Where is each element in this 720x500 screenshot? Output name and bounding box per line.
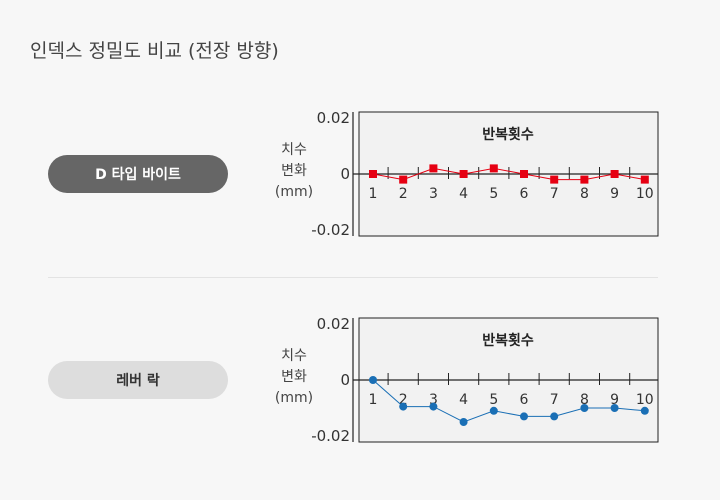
data-point	[489, 164, 498, 173]
data-point	[520, 412, 528, 421]
y-tick-label: -0.02	[311, 221, 350, 239]
x-tick-label: 2	[399, 392, 408, 408]
d-type-bite-button[interactable]: D 타입 바이트	[48, 155, 228, 193]
y-tick-label: -0.02	[311, 427, 350, 445]
x-tick-label: 3	[429, 392, 438, 408]
data-point	[580, 404, 589, 412]
y-label-line: 변화	[281, 163, 307, 179]
x-tick-label: 7	[550, 186, 559, 202]
y-tick-label: 0.02	[317, 109, 350, 127]
x-tick-label: 9	[610, 392, 619, 408]
x-tick-label: 4	[459, 186, 468, 202]
page-title: 인덱스 정밀도 비교 (전장 방향)	[30, 40, 279, 62]
x-tick-label: 9	[610, 186, 619, 202]
x-tick-label: 8	[580, 186, 589, 202]
data-point	[489, 406, 498, 415]
y-tick-label: 0	[340, 165, 350, 183]
data-point	[399, 402, 408, 411]
x-tick-label: 1	[369, 392, 378, 408]
data-point	[640, 406, 649, 415]
x-tick-label: 1	[369, 186, 378, 202]
data-point	[429, 164, 438, 173]
x-tick-label: 2	[399, 186, 408, 202]
data-point	[610, 404, 619, 412]
x-tick-label: 6	[520, 392, 529, 408]
chart-title: 반복횟수	[482, 332, 534, 349]
data-point	[640, 175, 649, 184]
series-line	[372, 379, 645, 423]
divider	[48, 277, 658, 278]
data-point	[429, 402, 438, 411]
x-tick-label: 7	[550, 392, 559, 408]
chart-d-type-bite: 0.02 0 -0.02 반복횟수 1 2 3 4 5 6 7 8 9 10	[311, 109, 659, 239]
y-label-line: 변화	[281, 369, 307, 385]
data-point	[459, 170, 468, 178]
x-tick-label: 10	[636, 392, 654, 408]
x-tick-label: 10	[636, 186, 654, 202]
x-tick-label: 3	[429, 186, 438, 202]
data-point	[580, 175, 589, 184]
series-line	[372, 167, 645, 181]
x-tick-label: 4	[459, 392, 468, 408]
data-point	[550, 412, 559, 421]
chart-title: 반복횟수	[482, 126, 534, 143]
y-tick-label: 0	[340, 371, 350, 389]
data-point	[610, 170, 619, 178]
lever-lock-button[interactable]: 레버 락	[48, 361, 228, 399]
y-label-line: 치수	[281, 348, 307, 364]
data-point	[520, 170, 528, 178]
y-tick-label: 0.02	[317, 315, 350, 333]
x-tick-label: 5	[489, 186, 498, 202]
data-point	[459, 418, 468, 426]
x-tick-label: 8	[580, 392, 589, 408]
y-label-line: 치수	[281, 142, 307, 158]
data-point	[369, 376, 377, 384]
chart-lever-lock: 0.02 0 -0.02 반복횟수 1 2 3 4 5 6 7 8 9 10	[311, 315, 659, 445]
data-point	[369, 170, 377, 178]
data-point	[399, 175, 408, 184]
data-point	[550, 175, 559, 184]
x-tick-label: 6	[520, 186, 529, 202]
y-label-line: (mm)	[274, 390, 314, 406]
y-label-line: (mm)	[274, 184, 314, 200]
x-tick-label: 5	[489, 392, 498, 408]
